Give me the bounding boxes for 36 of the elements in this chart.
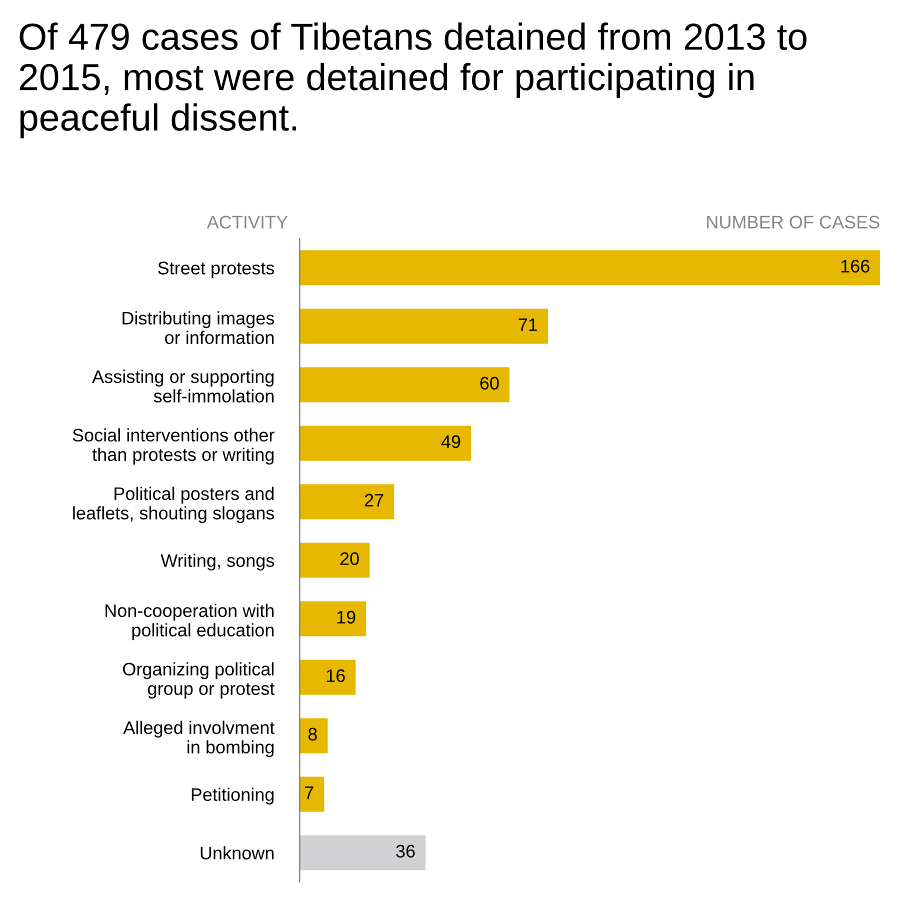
y-tick-label: Organizing political group or protest [123,662,275,699]
data-label: 166 [841,260,870,273]
y-tick-label: Social interventions other than protests or writing [72,428,274,465]
bar [300,660,356,695]
data-label: 20 [340,552,359,566]
y-tick-label: Writing, songs [160,554,274,571]
data-label: 7 [305,786,314,799]
bar [300,250,880,286]
y-tick-label: Unknown [200,846,274,860]
data-label: 19 [337,610,356,624]
y-tick-label: Distributing images or information [122,311,274,344]
bar [300,835,426,870]
bar [300,718,328,754]
bar [300,308,548,344]
y-axis-title: ACTIVITY [206,216,288,228]
data-label: 36 [396,844,415,858]
bar [300,542,370,578]
y-tick-label: Alleged involvment in bombing [123,720,275,758]
bar [300,367,510,402]
data-label: 60 [480,376,499,390]
y-tick-label: Non-cooperation with political education [106,604,274,640]
x-axis-title: NUMBER OF CASES [707,216,880,228]
data-label: 27 [364,494,384,506]
data-label: 16 [326,669,345,682]
bar [300,776,324,812]
data-label: 8 [308,728,317,741]
chart-title: Of 479 cases of Tibetans detained from 2013 to 2015, most were detained for participating in peaceful dissent. [20,22,807,138]
data-label: 71 [518,318,538,331]
bar [300,426,472,461]
y-tick-label: Petitioning [192,788,274,805]
y-tick-label: Street protests [158,262,274,278]
bar [300,601,366,636]
y-tick-label: Political posters and leaflets, shouting slogans [73,486,274,524]
bar [300,484,394,520]
data-label: 49 [441,435,460,448]
y-tick-label: Assisting or supporting self-immolation [92,370,274,403]
